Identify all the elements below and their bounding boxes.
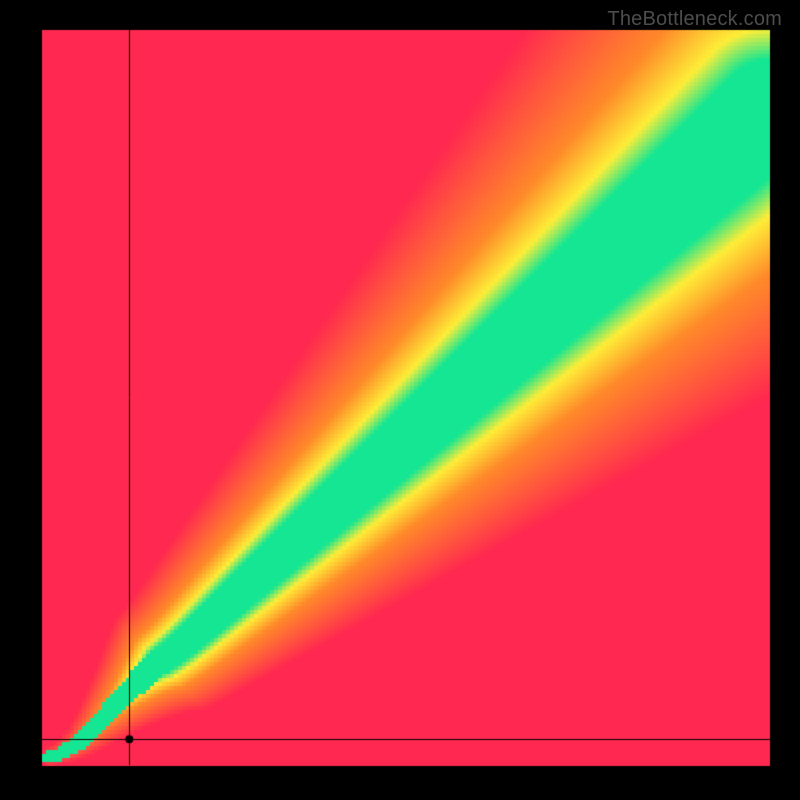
- chart-container: TheBottleneck.com: [0, 0, 800, 800]
- watermark-text: TheBottleneck.com: [607, 8, 782, 31]
- bottleneck-heatmap-canvas: [0, 0, 800, 800]
